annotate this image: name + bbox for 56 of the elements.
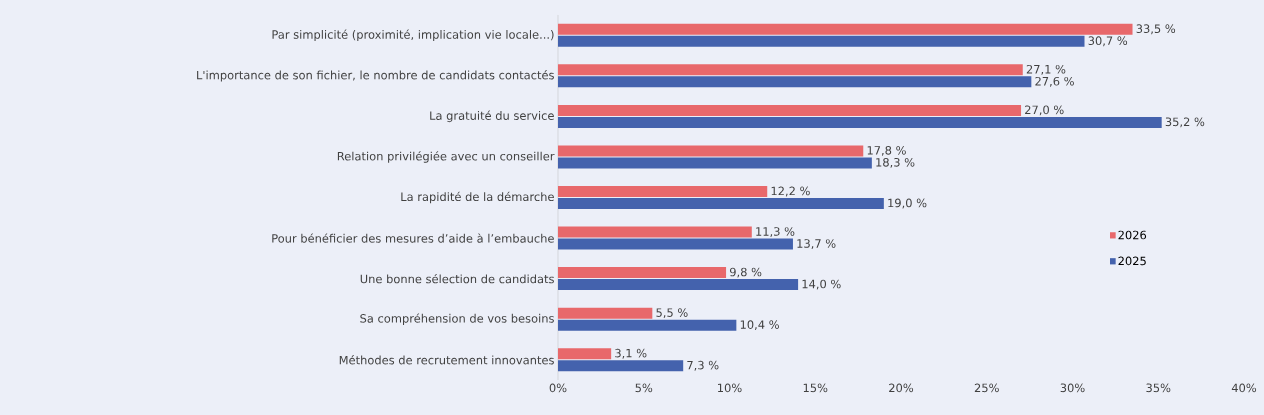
y-tick-label: Par simplicité (proximité, implication vie locale...): [272, 29, 554, 42]
data-label: 14,0 %: [802, 279, 841, 290]
data-label: 5,5 %: [656, 308, 688, 319]
bar: [558, 307, 653, 319]
data-label: 13,7 %: [797, 239, 836, 249]
x-tick-label: 15%: [803, 383, 828, 393]
x-tick-label: 25%: [974, 383, 999, 393]
x-tick-label: 10%: [718, 383, 742, 393]
bar: [558, 104, 1022, 116]
data-label: 9,8 %: [729, 267, 762, 278]
data-label: 27,6 %: [1035, 76, 1074, 87]
x-tick-label: 40%: [1231, 383, 1257, 393]
data-label: 19,0 %: [888, 198, 927, 209]
data-label: 12,2 %: [771, 186, 810, 197]
bar: [558, 145, 864, 157]
data-label: 11,3 %: [756, 227, 795, 237]
data-label: 17,8 %: [867, 146, 906, 156]
bar: [558, 319, 737, 331]
x-tick-label: 30%: [1060, 383, 1085, 393]
bar: [558, 116, 1162, 128]
x-tick-label: 35%: [1146, 383, 1171, 393]
data-label: 3,1 %: [615, 348, 647, 359]
data-label: 27,0 %: [1025, 105, 1064, 116]
legend-label: 2026: [1118, 230, 1147, 240]
data-label: 27,1 %: [1026, 64, 1066, 75]
bar: [558, 238, 793, 250]
data-label: 30,7 %: [1088, 36, 1128, 47]
data-label: 7,3 %: [687, 360, 719, 371]
data-label: 33,5 %: [1136, 24, 1176, 35]
bar: [558, 76, 1032, 88]
bar: [558, 157, 872, 169]
data-label: 35,2 %: [1165, 117, 1205, 128]
bar: [558, 360, 684, 372]
x-tick-label: 20%: [889, 383, 914, 393]
y-tick-label: Relation privilégiée avec un conseiller: [337, 151, 555, 163]
y-tick-label: La gratuité du service: [430, 110, 554, 123]
bar: [558, 348, 612, 360]
x-tick-label: 5%: [635, 383, 653, 393]
bar: [558, 226, 752, 238]
bar: [558, 186, 768, 197]
data-label: 10,4 %: [740, 320, 779, 331]
legend-label: 2025: [1118, 256, 1146, 266]
y-tick-label: Sa compréhension de vos besoins: [360, 313, 554, 325]
bar: [558, 198, 884, 209]
bar: [558, 64, 1023, 76]
bar: [558, 23, 1133, 35]
bar: [558, 279, 799, 291]
x-tick-label: 0%: [549, 383, 567, 393]
y-tick-label: Pour bénéficier des mesures d’aide à l’embauche: [272, 233, 554, 243]
y-tick-label: L'importance de son fichier, le nombre de candidats contactés: [197, 70, 554, 82]
y-tick-label: Méthodes de recrutement innovantes: [339, 355, 554, 365]
y-tick-label: Une bonne sélection de candidats: [360, 273, 554, 284]
y-tick-label: La rapidité de la démarche: [401, 191, 554, 204]
bar: [558, 267, 727, 279]
data-label: 18,3 %: [876, 158, 915, 168]
bar: [558, 35, 1085, 47]
